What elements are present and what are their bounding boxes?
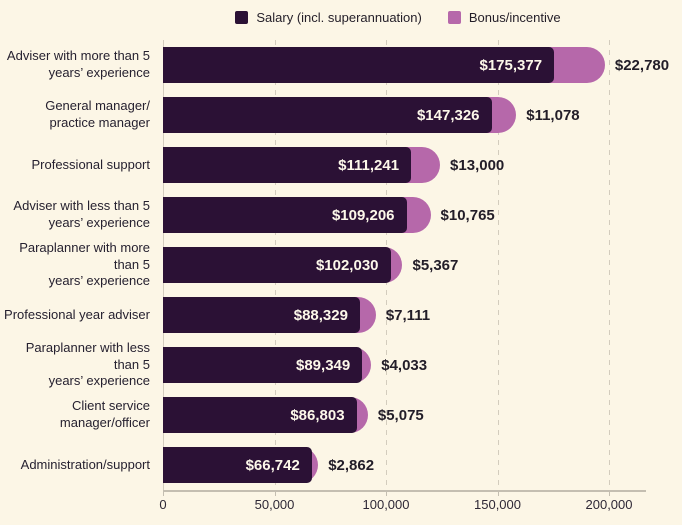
bonus-value-label: $22,780	[614, 56, 670, 74]
x-axis-tick	[386, 490, 387, 496]
bonus-bar: $89,349	[163, 347, 372, 383]
chart-rows: Adviser with more than 5 years’ experien…	[0, 40, 682, 490]
bonus-bar: $109,206	[163, 197, 431, 233]
bonus-bar: $102,030	[163, 247, 403, 283]
bar-group: $111,241 $13,000	[163, 147, 682, 183]
bonus-value-label: $13,000	[450, 156, 505, 174]
bonus-bar: $66,742	[163, 447, 319, 483]
salary-bar: $147,326	[163, 97, 492, 133]
x-tick-label: 200,000	[585, 497, 633, 512]
legend-item-bonus: Bonus/incentive	[447, 10, 561, 25]
bar-group: $175,377 $22,780	[163, 47, 682, 83]
x-axis-tick	[609, 490, 610, 496]
bonus-value-label: $2,862	[328, 456, 375, 474]
bonus-value-label: $4,033	[381, 356, 428, 374]
bonus-bar: $86,803	[163, 397, 368, 433]
chart-row: Professional year adviser $88,329 $7,111	[0, 290, 682, 340]
category-label: Administration/support	[20, 456, 150, 472]
salary-bar: $88,329	[163, 297, 360, 333]
category-label: General manager/ practice manager	[45, 98, 150, 130]
bonus-value-label: $11,078	[526, 106, 580, 124]
chart-row: Paraplanner with more than 5 years’ expe…	[0, 240, 682, 290]
bar-group: $147,326 $11,078	[163, 97, 682, 133]
bonus-bar: $88,329	[163, 297, 376, 333]
bonus-value-label: $7,111	[385, 306, 431, 324]
x-axis-line	[163, 490, 646, 492]
category-label: Paraplanner with more than 5 years’ expe…	[19, 239, 150, 289]
x-axis-tick	[497, 490, 499, 496]
category-label: Adviser with more than 5 years’ experien…	[6, 48, 150, 80]
salary-bar: $89,349	[163, 347, 363, 383]
chart-row: Professional support $111,241 $13,000	[0, 140, 682, 190]
legend-label-salary: Salary (incl. superannuation)	[256, 10, 422, 25]
category-label: Adviser with less than 5 years’ experien…	[13, 198, 150, 230]
x-axis-tick	[274, 490, 276, 496]
salary-bar: $175,377	[163, 47, 555, 83]
bar-group: $86,803 $5,075	[163, 397, 682, 433]
category-label: Client service manager/officer	[59, 398, 150, 430]
bonus-value-label: $10,765	[440, 206, 495, 224]
bonus-swatch-icon	[447, 11, 461, 24]
bar-group: $88,329 $7,111	[163, 297, 682, 333]
legend-label-bonus: Bonus/incentive	[468, 10, 561, 25]
bonus-value-label: $5,075	[377, 406, 424, 424]
salary-swatch-icon	[235, 11, 249, 24]
chart-row: Adviser with more than 5 years’ experien…	[0, 40, 682, 90]
chart-row: Adviser with less than 5 years’ experien…	[0, 190, 682, 240]
gridline	[609, 40, 610, 490]
category-label: Professional year adviser	[4, 306, 150, 322]
chart-row: Administration/support $66,742 $2,862	[0, 440, 682, 490]
legend-item-salary: Salary (incl. superannuation)	[235, 10, 422, 25]
chart-row: Client service manager/officer $86,803 $5,…	[0, 390, 682, 440]
chart-row: Paraplanner with less than 5 years’ expe…	[0, 340, 682, 390]
bar-group: $109,206 $10,765	[163, 197, 682, 233]
x-axis-tick	[163, 490, 164, 496]
category-label: Paraplanner with less than 5 years’ expe…	[25, 339, 150, 389]
bonus-value-label: $5,367	[412, 256, 459, 274]
salary-bar: $102,030	[163, 247, 391, 283]
x-tick-label: 0	[159, 497, 167, 512]
salary-bar: $109,206	[163, 197, 407, 233]
x-tick-label: 100,000	[362, 497, 410, 512]
x-tick-label: 150,000	[474, 497, 521, 512]
bonus-bar: $175,377	[163, 47, 605, 83]
bar-group: $89,349 $4,033	[163, 347, 682, 383]
salary-bar: $86,803	[163, 397, 357, 433]
gridline	[497, 40, 499, 490]
salary-bar: $111,241	[163, 147, 412, 183]
bonus-bar: $111,241	[163, 147, 441, 183]
x-tick-label: 50,000	[254, 497, 295, 512]
chart-row: General manager/ practice manager $147,32…	[0, 90, 682, 140]
bonus-bar: $147,326	[163, 97, 517, 133]
bar-group: $66,742 $2,862	[163, 447, 682, 483]
legend: Salary (incl. superannuation) Bonus/ince…	[0, 10, 682, 25]
category-label: Professional support	[31, 156, 150, 172]
bar-group: $102,030 $5,367	[163, 247, 682, 283]
salary-bar: $66,742	[163, 447, 312, 483]
